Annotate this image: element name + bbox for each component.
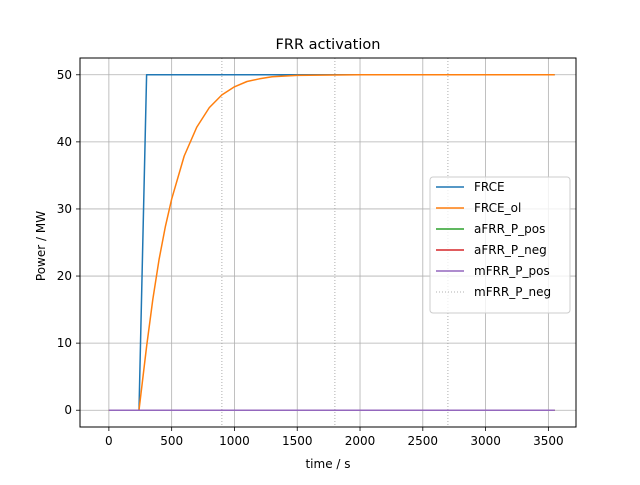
chart-title: FRR activation xyxy=(276,37,381,53)
legend: FRCE FRCE_ol aFRR_P_pos aFRR_P_neg mFRR_P_po… xyxy=(429,176,571,314)
legend-label: mFRR_P_pos xyxy=(474,264,550,278)
legend-label: FRCE xyxy=(474,180,505,194)
x-tick-label: 1500 xyxy=(282,434,313,448)
y-tick-label: 10 xyxy=(57,336,72,350)
axis-ticks: 0 500 1000 1500 2000 2500 3000 3500 0 10 20 30 40 50 xyxy=(57,68,564,448)
x-axis-label: time / s xyxy=(305,457,350,471)
plot-frame xyxy=(79,57,577,428)
legend-label: aFRR_P_pos xyxy=(474,222,545,236)
legend-label: mFRR_P_neg xyxy=(474,285,551,299)
legend-label: FRCE_ol xyxy=(474,201,521,215)
legend-label: aFRR_P_neg xyxy=(474,243,547,257)
x-tick-label: 3000 xyxy=(470,434,501,448)
series-line-frce-ol xyxy=(108,74,555,411)
y-tick-label: 50 xyxy=(57,68,72,82)
y-axis-label: Power / MW xyxy=(34,211,48,281)
series-lines xyxy=(108,74,555,411)
x-tick-label: 3500 xyxy=(533,434,564,448)
x-tick-label: 1000 xyxy=(219,434,250,448)
x-tick-label: 2000 xyxy=(345,434,376,448)
y-tick-label: 40 xyxy=(57,135,72,149)
y-tick-label: 0 xyxy=(64,403,72,417)
x-tick-label: 2500 xyxy=(408,434,439,448)
y-tick-label: 20 xyxy=(57,269,72,283)
y-tick-label: 30 xyxy=(57,202,72,216)
legend-box xyxy=(429,176,571,314)
x-tick-label: 500 xyxy=(160,434,183,448)
x-tick-label: 0 xyxy=(105,434,113,448)
